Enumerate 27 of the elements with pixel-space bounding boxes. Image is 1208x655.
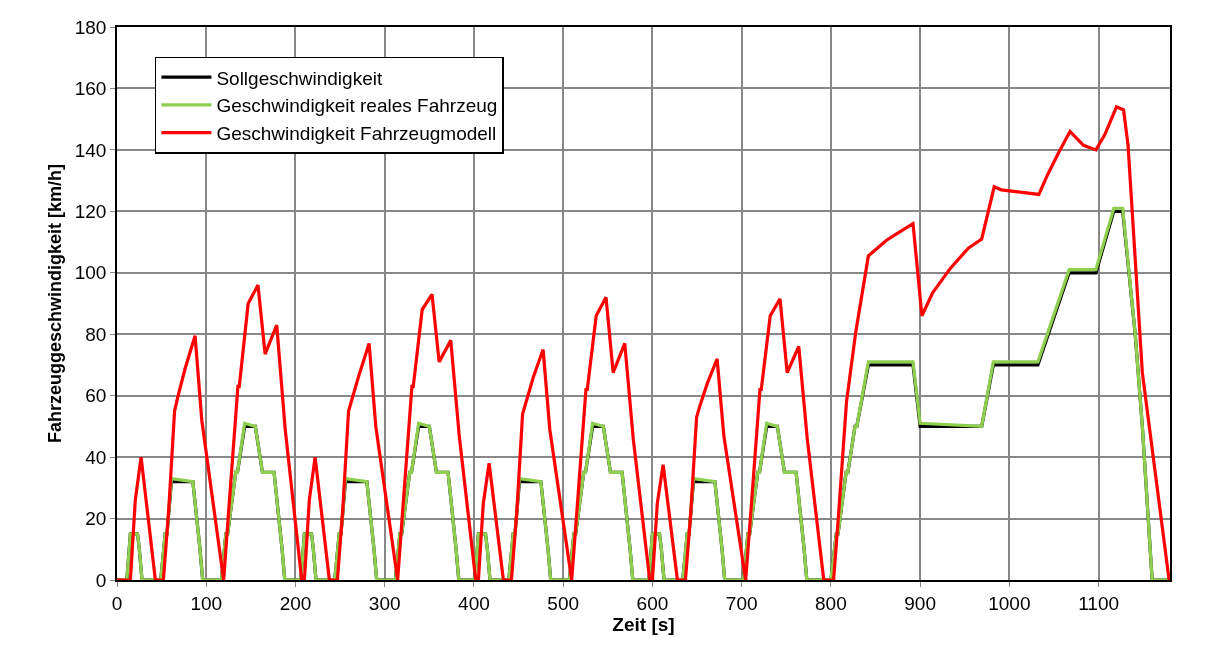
y-tick-label: 160 [74,78,107,100]
x-tick-label: 300 [368,592,401,614]
x-tick-label: 600 [636,592,669,614]
x-tick-label: 1000 [988,592,1031,614]
y-axis-title: Fahrzeuggeschwindigkeit [km/h] [45,163,66,444]
x-tick-label: 0 [111,592,123,614]
y-tick-label: 20 [85,508,107,530]
y-tick-label: 0 [95,569,107,591]
x-tick-label: 800 [815,592,847,614]
y-tick-label: 140 [74,139,107,161]
y-tick-label: 80 [85,323,107,345]
x-tick-label: 500 [547,592,580,614]
y-tick-label: 100 [74,262,107,284]
y-tick-label: 120 [74,200,107,222]
legend-label: Geschwindigkeit Fahrzeugmodell [216,123,497,145]
legend-label: Geschwindigkeit reales Fahrzeug [216,95,498,117]
x-tick-label: 200 [279,592,312,614]
legend-label: Sollgeschwindigkeit [216,67,383,89]
x-axis-title: Zeit [s] [612,613,675,635]
x-tick-label: 700 [725,592,758,614]
y-tick-label: 60 [85,385,107,407]
x-tick-label: 900 [904,592,936,614]
y-tick-label: 180 [74,16,107,38]
x-tick-label: 1100 [1078,592,1120,614]
x-tick-label: 100 [190,592,223,614]
y-tick-label: 40 [85,446,107,468]
x-tick-label: 400 [458,592,490,614]
